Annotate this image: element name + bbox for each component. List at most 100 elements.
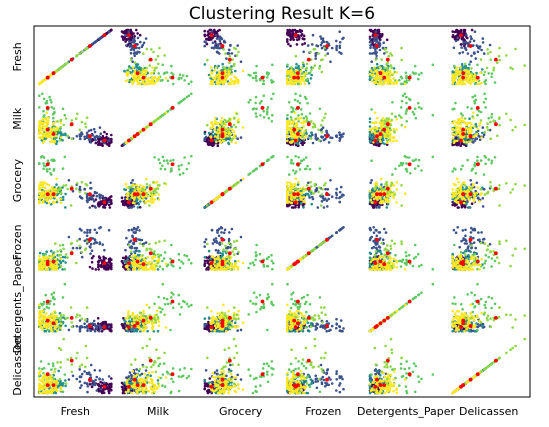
data-point-cluster-1 xyxy=(311,43,314,46)
centroid-marker xyxy=(494,57,498,62)
data-point-cluster-3 xyxy=(290,158,293,162)
data-point-cluster-4 xyxy=(395,118,399,121)
data-point-cluster-3 xyxy=(391,101,394,104)
data-point-cluster-3 xyxy=(254,76,257,80)
data-point-cluster-0 xyxy=(378,38,382,42)
data-point-cluster-3 xyxy=(262,109,266,113)
data-point-cluster-1 xyxy=(324,187,327,191)
data-point-cluster-3 xyxy=(49,98,52,102)
data-point-cluster-2 xyxy=(309,135,313,138)
data-point-cluster-5 xyxy=(305,117,309,120)
centroid-marker xyxy=(45,106,50,110)
data-point-cluster-4 xyxy=(213,128,216,132)
data-point-cluster-4 xyxy=(371,73,374,77)
data-point-cluster-3 xyxy=(487,72,491,75)
data-point-cluster-3 xyxy=(262,94,266,97)
centroid-marker xyxy=(296,75,300,80)
data-point-cluster-5 xyxy=(309,50,312,54)
data-point-cluster-4 xyxy=(145,69,148,73)
data-point-cluster-4 xyxy=(293,136,296,139)
data-point-cluster-1 xyxy=(314,134,318,138)
data-point-cluster-1 xyxy=(142,41,146,45)
data-point-cluster-4 xyxy=(403,125,407,129)
data-point-cluster-1 xyxy=(87,129,91,133)
data-point-cluster-4 xyxy=(210,71,213,74)
data-point-cluster-2 xyxy=(370,137,374,140)
data-point-cluster-2 xyxy=(123,188,126,191)
data-point-cluster-5 xyxy=(127,186,131,189)
data-point-cluster-5 xyxy=(290,118,293,122)
data-point-cluster-4 xyxy=(297,180,300,184)
data-point-cluster-0 xyxy=(108,196,112,199)
data-point-cluster-2 xyxy=(468,117,471,120)
data-point-cluster-5 xyxy=(235,54,239,57)
data-point-cluster-1 xyxy=(132,37,136,40)
data-point-cluster-3 xyxy=(298,101,302,105)
centroid-marker xyxy=(51,132,56,136)
data-point-cluster-0 xyxy=(453,36,456,39)
data-point-cluster-4 xyxy=(213,135,217,138)
data-point-cluster-4 xyxy=(453,139,457,143)
data-point-cluster-5 xyxy=(224,128,227,132)
data-point-cluster-0 xyxy=(213,32,216,35)
data-point-cluster-5 xyxy=(150,192,153,195)
data-point-cluster-3 xyxy=(405,120,409,123)
data-point-cluster-1 xyxy=(107,30,111,33)
data-point-cluster-0 xyxy=(108,206,112,209)
data-point-cluster-3 xyxy=(407,97,411,101)
data-point-cluster-4 xyxy=(149,82,153,85)
data-point-cluster-4 xyxy=(379,78,382,82)
data-point-cluster-1 xyxy=(329,60,332,63)
data-point-cluster-5 xyxy=(505,112,508,116)
data-point-cluster-1 xyxy=(372,39,376,43)
data-point-cluster-5 xyxy=(84,192,87,195)
data-point-cluster-4 xyxy=(370,80,374,83)
data-point-cluster-5 xyxy=(66,187,69,191)
data-point-cluster-1 xyxy=(335,196,338,200)
data-point-cluster-5 xyxy=(387,54,391,58)
data-point-cluster-1 xyxy=(338,200,342,204)
data-point-cluster-5 xyxy=(497,54,501,58)
data-point-cluster-3 xyxy=(414,72,418,75)
data-point-cluster-3 xyxy=(162,159,166,163)
data-point-cluster-1 xyxy=(95,134,99,138)
data-point-cluster-4 xyxy=(451,127,455,131)
data-point-cluster-3 xyxy=(370,108,373,111)
data-point-cluster-2 xyxy=(369,140,373,143)
centroid-marker xyxy=(325,44,329,48)
centroid-marker xyxy=(148,57,153,62)
data-point-cluster-3 xyxy=(266,76,269,79)
data-point-cluster-3 xyxy=(170,167,173,170)
data-point-cluster-1 xyxy=(316,44,320,48)
data-point-cluster-4 xyxy=(302,119,306,123)
data-point-cluster-4 xyxy=(237,80,240,83)
data-point-cluster-3 xyxy=(398,78,401,82)
data-point-cluster-4 xyxy=(226,75,229,79)
data-point-cluster-5 xyxy=(152,50,155,54)
data-point-cluster-4 xyxy=(151,71,154,75)
data-point-cluster-4 xyxy=(384,72,388,75)
data-point-cluster-5 xyxy=(62,123,65,127)
data-point-cluster-0 xyxy=(286,204,289,208)
data-point-cluster-5 xyxy=(318,186,321,189)
data-point-cluster-4 xyxy=(459,122,463,126)
data-point-cluster-3 xyxy=(454,101,457,105)
data-point-cluster-1 xyxy=(107,139,111,142)
data-point-cluster-4 xyxy=(392,82,396,86)
data-point-cluster-4 xyxy=(303,73,306,77)
data-point-cluster-5 xyxy=(523,123,526,127)
data-point-cluster-4 xyxy=(131,76,135,79)
data-point-cluster-4 xyxy=(380,82,384,86)
data-point-cluster-4 xyxy=(42,191,46,195)
data-point-cluster-5 xyxy=(84,182,88,186)
data-point-cluster-4 xyxy=(299,132,303,135)
data-point-cluster-4 xyxy=(133,71,137,75)
data-point-cluster-4 xyxy=(141,70,144,74)
data-point-cluster-0 xyxy=(216,144,220,147)
data-point-cluster-1 xyxy=(229,43,232,47)
data-point-cluster-1 xyxy=(320,41,324,45)
data-point-cluster-5 xyxy=(486,122,489,125)
data-point-cluster-4 xyxy=(38,122,42,126)
data-point-cluster-2 xyxy=(307,194,311,197)
data-point-cluster-1 xyxy=(368,37,372,41)
